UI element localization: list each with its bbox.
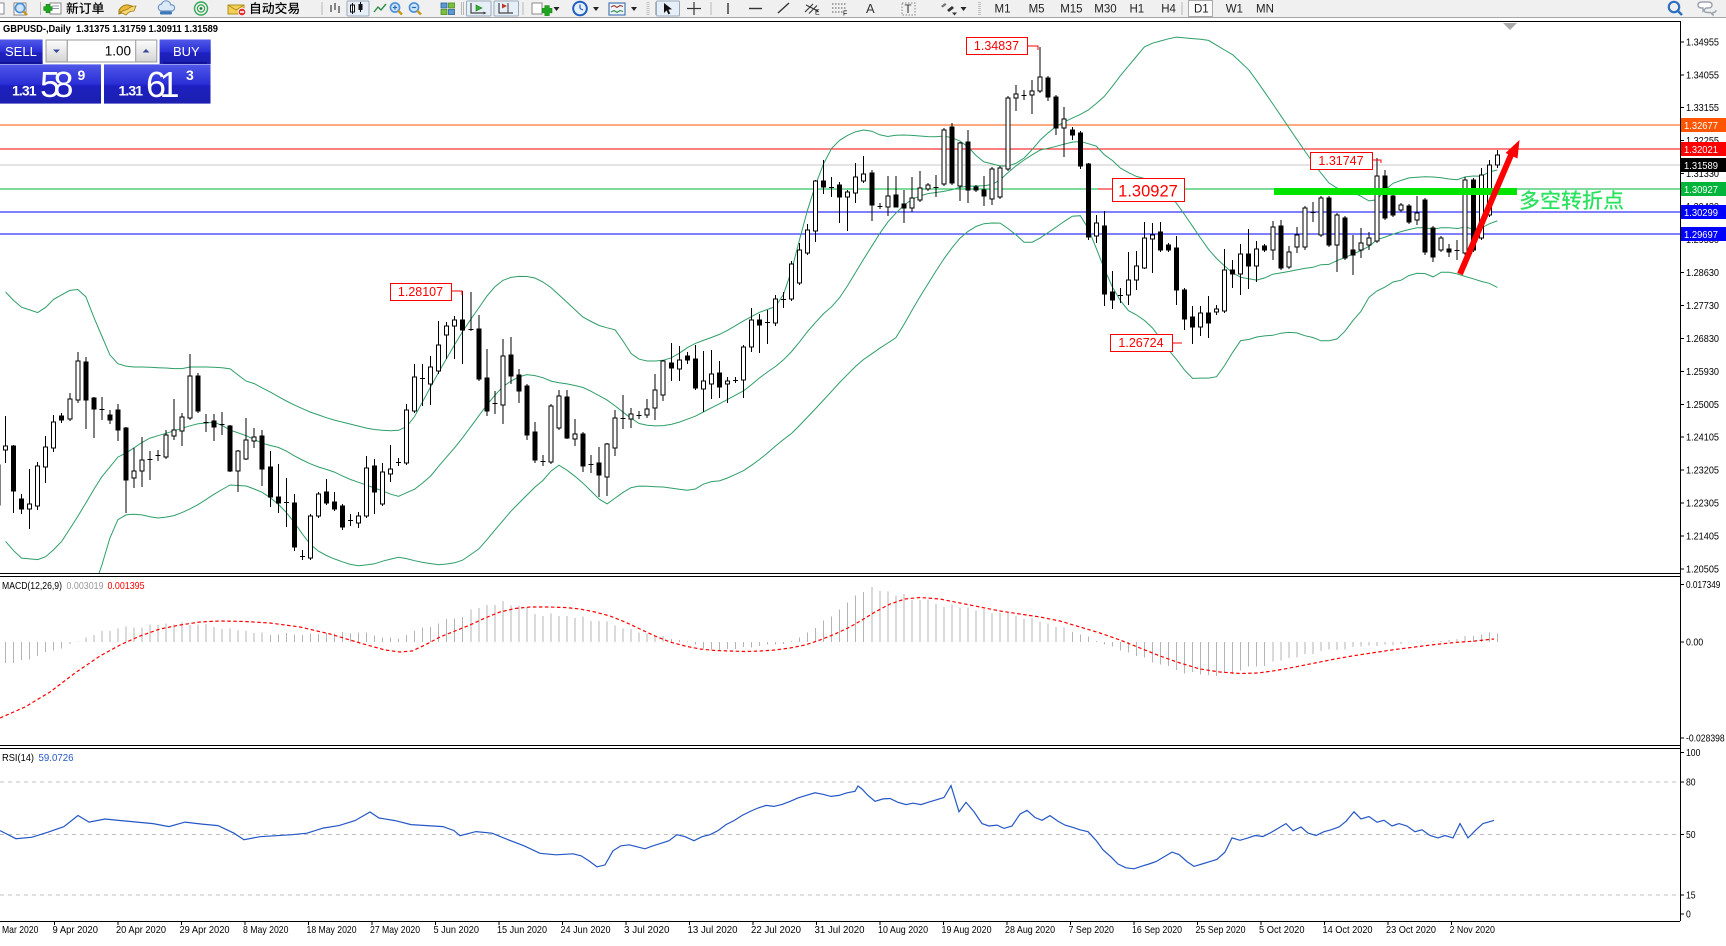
svg-text:1.25930: 1.25930 — [1686, 366, 1719, 378]
svg-text:1.23205: 1.23205 — [1686, 465, 1719, 477]
svg-text:GBPUSD-,Daily 1.31375 1.31759: GBPUSD-,Daily 1.31375 1.31759 1.30911 1.… — [3, 23, 218, 35]
svg-text:1.34055: 1.34055 — [1686, 69, 1719, 81]
svg-text:9 Apr 2020: 9 Apr 2020 — [53, 924, 99, 936]
svg-text:19 Aug 2020: 19 Aug 2020 — [942, 924, 992, 936]
svg-text:5 Oct 2020: 5 Oct 2020 — [1259, 924, 1305, 936]
svg-text:1.27730: 1.27730 — [1686, 300, 1719, 312]
svg-text:14 Oct 2020: 14 Oct 2020 — [1323, 924, 1373, 936]
svg-text:1.30299: 1.30299 — [1684, 207, 1718, 219]
svg-text:SELL: SELL — [5, 44, 37, 59]
svg-text:7 Sep 2020: 7 Sep 2020 — [1069, 924, 1115, 936]
svg-text:0.001395: 0.001395 — [108, 580, 145, 592]
svg-text:M5: M5 — [1029, 4, 1045, 16]
svg-text:24 Jun 2020: 24 Jun 2020 — [561, 924, 611, 936]
svg-text:W1: W1 — [1226, 4, 1243, 16]
svg-text:16 Sep 2020: 16 Sep 2020 — [1132, 924, 1182, 936]
svg-text:1.29697: 1.29697 — [1684, 229, 1718, 241]
svg-text:0: 0 — [1686, 909, 1691, 921]
svg-text:50: 50 — [1686, 829, 1696, 841]
svg-text:T: T — [905, 4, 912, 16]
svg-text:H1: H1 — [1130, 4, 1145, 16]
svg-text:100: 100 — [1686, 747, 1701, 759]
svg-text:1.26830: 1.26830 — [1686, 333, 1719, 345]
svg-text:-0.028398: -0.028398 — [1686, 732, 1725, 744]
svg-text:1.34955: 1.34955 — [1686, 36, 1719, 48]
svg-text:RSI(14): RSI(14) — [2, 752, 34, 764]
svg-text:1.26724: 1.26724 — [1118, 336, 1163, 350]
svg-text:1.28107: 1.28107 — [398, 285, 443, 299]
svg-text:1.00: 1.00 — [105, 44, 131, 59]
svg-text:Mar 2020: Mar 2020 — [2, 924, 39, 936]
svg-text:9: 9 — [78, 67, 86, 83]
svg-text:1.32021: 1.32021 — [1684, 144, 1718, 156]
svg-text:1.33155: 1.33155 — [1686, 102, 1719, 114]
svg-text:1.31747: 1.31747 — [1318, 154, 1363, 168]
svg-text:5 Jun 2020: 5 Jun 2020 — [434, 924, 480, 936]
svg-text:20 Apr 2020: 20 Apr 2020 — [116, 924, 166, 936]
svg-text:58: 58 — [40, 64, 74, 105]
svg-text:15 Jun 2020: 15 Jun 2020 — [497, 924, 547, 936]
svg-text:0.00: 0.00 — [1686, 637, 1703, 649]
svg-text:1.31: 1.31 — [119, 83, 144, 99]
svg-text:25 Sep 2020: 25 Sep 2020 — [1196, 924, 1246, 936]
svg-text:1.20505: 1.20505 — [1686, 564, 1719, 576]
svg-text:E: E — [815, 10, 820, 17]
svg-text:8 May 2020: 8 May 2020 — [243, 924, 289, 936]
svg-text:13 Jul 2020: 13 Jul 2020 — [688, 924, 738, 936]
svg-text:1.21405: 1.21405 — [1686, 531, 1719, 543]
svg-text:1.31589: 1.31589 — [1684, 160, 1718, 172]
svg-text:H4: H4 — [1161, 4, 1176, 16]
svg-text:29 Apr 2020: 29 Apr 2020 — [180, 924, 230, 936]
svg-text:59.0726: 59.0726 — [39, 752, 74, 764]
svg-text:M30: M30 — [1094, 4, 1116, 16]
svg-text:22 Jul 2020: 22 Jul 2020 — [751, 924, 801, 936]
svg-text:0.017349: 0.017349 — [1686, 579, 1721, 591]
svg-text:D1: D1 — [1194, 4, 1209, 16]
svg-text:18 May 2020: 18 May 2020 — [307, 924, 357, 936]
svg-text:F: F — [843, 11, 847, 18]
svg-text:BUY: BUY — [173, 44, 200, 59]
svg-text:61: 61 — [146, 64, 180, 105]
svg-text:1.32677: 1.32677 — [1684, 120, 1718, 132]
svg-text:M1: M1 — [995, 4, 1011, 16]
svg-text:1.22305: 1.22305 — [1686, 498, 1719, 510]
svg-text:10 Aug 2020: 10 Aug 2020 — [878, 924, 928, 936]
svg-text:1.31: 1.31 — [12, 83, 37, 99]
svg-text:1.30927: 1.30927 — [1684, 184, 1718, 196]
svg-text:3 Jul 2020: 3 Jul 2020 — [624, 924, 670, 936]
svg-text:31 Jul 2020: 31 Jul 2020 — [815, 924, 865, 936]
svg-text:1.24105: 1.24105 — [1686, 432, 1719, 444]
svg-text:23 Oct 2020: 23 Oct 2020 — [1386, 924, 1436, 936]
svg-text:1.25005: 1.25005 — [1686, 399, 1719, 411]
svg-text:2 Nov 2020: 2 Nov 2020 — [1450, 924, 1496, 936]
svg-text:1.28630: 1.28630 — [1686, 267, 1719, 279]
svg-text:3: 3 — [186, 67, 194, 83]
svg-text:MACD(12,26,9): MACD(12,26,9) — [2, 580, 62, 592]
svg-text:M15: M15 — [1060, 4, 1082, 16]
svg-text:28 Aug 2020: 28 Aug 2020 — [1005, 924, 1055, 936]
svg-text:1.34837: 1.34837 — [974, 39, 1019, 53]
svg-text:MN: MN — [1256, 4, 1274, 16]
svg-text:27 May 2020: 27 May 2020 — [370, 924, 420, 936]
svg-text:1.30927: 1.30927 — [1118, 183, 1178, 201]
svg-text:0.003019: 0.003019 — [67, 580, 104, 592]
svg-text:A: A — [866, 1, 875, 16]
svg-text:15: 15 — [1686, 889, 1696, 901]
svg-text:80: 80 — [1686, 777, 1696, 789]
